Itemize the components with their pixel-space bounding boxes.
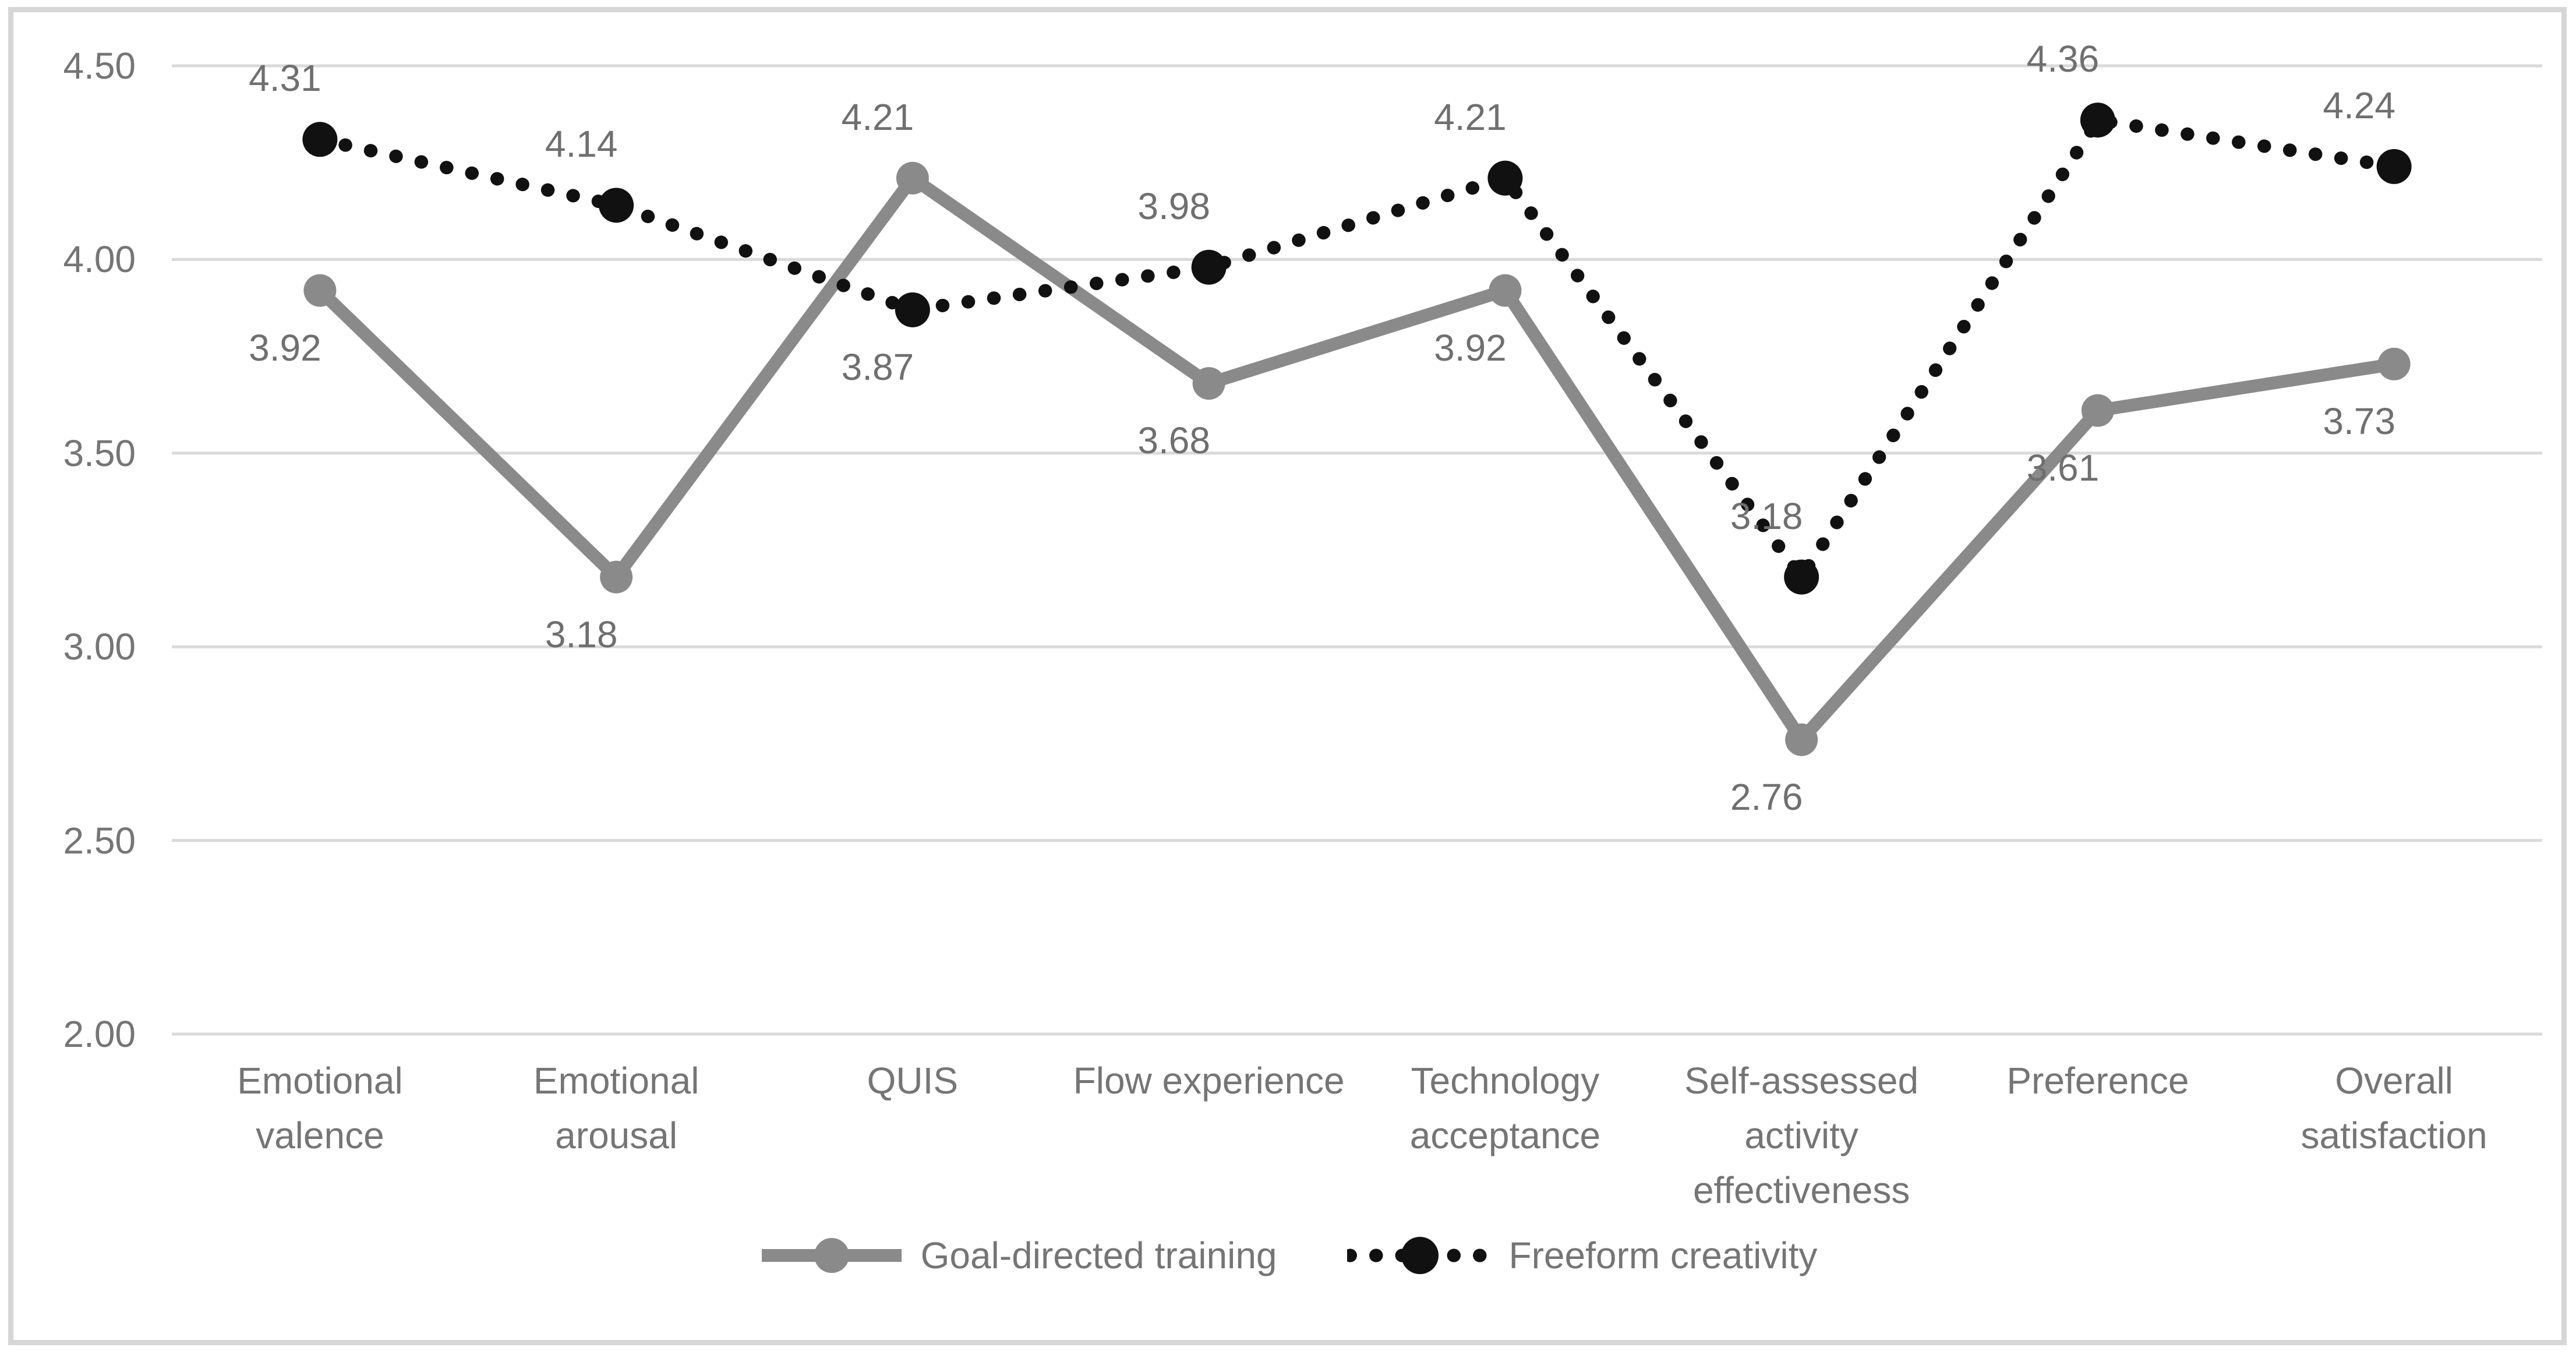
data-label: 3.92 [249, 326, 321, 369]
data-label: 3.87 [841, 345, 914, 388]
y-tick-label: 3.00 [63, 626, 136, 668]
marker-freeform [2376, 149, 2412, 184]
marker-goal-directed [1489, 274, 1522, 307]
data-label: 4.21 [1434, 96, 1507, 138]
series-line-freeform [313, 113, 2401, 584]
data-label: 3.61 [2026, 446, 2100, 489]
marker-freeform [2080, 103, 2115, 138]
category-label: Overall satisfaction [2301, 1060, 2487, 1156]
data-label: 3.98 [1137, 185, 1210, 227]
category-label: Emotional valence [237, 1060, 403, 1156]
data-label: 3.73 [2323, 400, 2395, 442]
y-tick-label: 2.50 [63, 819, 136, 862]
category-label: Flow experience [1073, 1060, 1345, 1102]
data-label: 3.92 [1434, 326, 1507, 369]
marker-freeform [599, 188, 634, 223]
legend-label: Freeform creativity [1508, 1234, 1818, 1276]
category-label: Preference [2006, 1060, 2189, 1102]
chart-border-frame [8, 7, 2567, 1345]
category-label: Self-assessed activity effectiveness [1684, 1060, 1919, 1211]
marker-freeform [1784, 559, 1819, 595]
marker-freeform [1487, 160, 1523, 196]
category-label: Emotional arousal [533, 1060, 699, 1156]
series-line-goal-directed [315, 171, 2395, 746]
marker-freeform [1191, 249, 1227, 285]
data-label: 3.68 [1137, 419, 1210, 462]
data-label: 3.18 [545, 613, 618, 655]
dotted-line-sample-icon [1347, 1237, 1493, 1274]
marker-freeform [895, 292, 930, 327]
legend: Goal-directed training Freeform creativit… [0, 1229, 2576, 1282]
marker-goal-directed [600, 560, 633, 594]
marker-goal-directed [1192, 367, 1225, 400]
data-label: 4.36 [2026, 38, 2100, 80]
marker-goal-directed [896, 161, 929, 195]
marker-goal-directed [1785, 723, 1818, 756]
y-tick-label: 4.50 [63, 45, 136, 87]
data-label: 4.31 [249, 57, 321, 100]
y-tick-label: 3.50 [63, 432, 136, 474]
marker-goal-directed [2081, 394, 2114, 427]
data-label: 4.14 [545, 123, 618, 165]
data-label: 4.21 [841, 96, 914, 138]
data-label: 4.24 [2323, 84, 2395, 126]
legend-label: Goal-directed training [920, 1234, 1277, 1276]
marker-goal-directed [303, 274, 337, 307]
data-label: 3.18 [1730, 495, 1803, 537]
solid-line-sample-icon [761, 1238, 902, 1273]
legend-item: Goal-directed training [759, 1229, 1277, 1282]
data-label: 2.76 [1730, 775, 1803, 818]
category-label: Technology acceptance [1409, 1060, 1601, 1156]
marker-goal-directed [2377, 347, 2411, 380]
y-tick-label: 2.00 [63, 1013, 136, 1055]
marker-freeform [302, 122, 338, 157]
category-label: QUIS [867, 1060, 959, 1102]
legend-item: Freeform creativity [1347, 1229, 1818, 1282]
y-tick-label: 4.00 [63, 238, 136, 281]
